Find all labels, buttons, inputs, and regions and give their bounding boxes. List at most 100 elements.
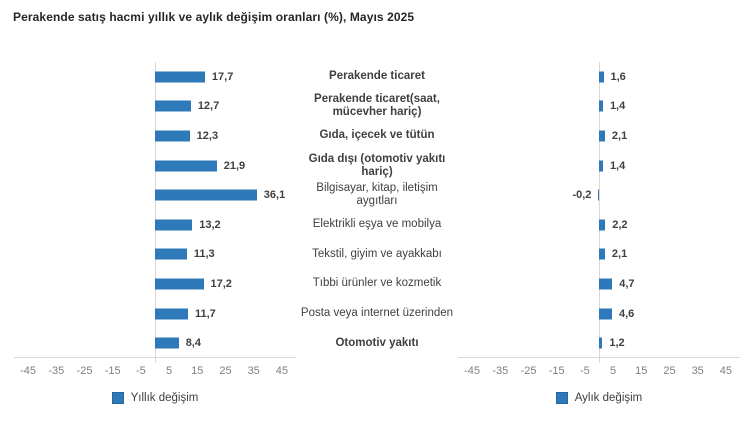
value-label: 1,4 — [609, 159, 626, 172]
annual-change-chart: 17,7 12,7 12,3 21,9 36,1 13,2 11,3 17,2 11,7 8,4 … — [14, 62, 296, 404]
bar — [155, 71, 205, 83]
category-label: Perakende ticaret(saat, mücevher hariç) — [314, 93, 440, 119]
value-label: 2,1 — [611, 248, 628, 261]
bar-row: -0,2 — [458, 180, 740, 210]
bar — [155, 189, 257, 201]
bar-row: 1,2 — [458, 328, 740, 358]
bar-row: 2,1 — [458, 121, 740, 151]
bar — [599, 130, 605, 142]
value-label: 17,2 — [210, 277, 232, 290]
value-label: 11,7 — [194, 307, 216, 320]
bar — [155, 219, 193, 231]
category-label: Perakende ticaret — [329, 70, 425, 83]
bar — [155, 278, 204, 290]
bar-row: 17,7 — [14, 62, 296, 92]
value-label: 2,1 — [611, 129, 628, 142]
x-tick-label: 5 — [166, 365, 173, 377]
x-tick-label: -35 — [492, 365, 509, 377]
chart-title: Perakende satış hacmi yıllık ve aylık de… — [13, 10, 415, 24]
bar — [155, 248, 187, 260]
value-label: 1,4 — [609, 100, 626, 113]
bar-row: 13,2 — [14, 210, 296, 240]
x-tick-label: 5 — [610, 365, 617, 377]
x-tick-label: -15 — [548, 365, 565, 377]
annual-legend: Yıllık değişim — [14, 392, 296, 404]
bar — [599, 71, 604, 83]
annual-plot-area: 17,7 12,7 12,3 21,9 36,1 13,2 11,3 17,2 11,7 8,4 — [14, 62, 296, 363]
category-label: Gıda, içecek ve tütün — [319, 129, 435, 142]
bar-row: 12,7 — [14, 92, 296, 122]
category-label: Tekstil, giyim ve ayakkabı — [312, 247, 442, 260]
value-label: 1,2 — [609, 337, 625, 350]
zero-gridline — [599, 62, 600, 363]
category-label: Gıda dışı (otomotiv yakıtı hariç) — [308, 152, 446, 178]
x-axis-line — [458, 357, 740, 358]
monthly-legend-swatch-icon — [555, 392, 568, 404]
bar-row: 11,3 — [14, 240, 296, 270]
value-label: 12,3 — [196, 129, 219, 142]
monthly-change-chart: 1,6 1,4 2,1 1,4 -0,2 2,2 2,1 4,7 4,6 1,2 -45 -35 -2… — [458, 62, 740, 404]
bar — [599, 248, 605, 260]
monthly-legend: Aylık değişim — [458, 392, 740, 404]
x-tick-label: -5 — [136, 365, 146, 377]
bar — [155, 308, 188, 320]
bar-row: 12,3 — [14, 121, 296, 151]
bar — [599, 219, 606, 231]
x-tick-label: 15 — [191, 365, 204, 377]
value-label: 21,9 — [223, 159, 246, 172]
value-label: 8,4 — [185, 337, 201, 350]
category-label: Elektrikli eşya ve mobilya — [312, 218, 442, 231]
bar-row: 21,9 — [14, 151, 296, 181]
bar-row: 17,2 — [14, 269, 296, 299]
x-axis-line — [14, 357, 296, 358]
x-tick-label: -45 — [464, 365, 481, 377]
value-label: 13,2 — [199, 218, 221, 231]
x-tick-label: 25 — [663, 365, 676, 377]
bar-row: 2,1 — [458, 240, 740, 270]
category-label: Bilgisayar, kitap, iletişim aygıtları — [316, 182, 438, 208]
charts-row: 17,7 12,7 12,3 21,9 36,1 13,2 11,3 17,2 11,7 8,4 … — [14, 62, 740, 404]
bar — [599, 278, 613, 290]
bar-row: 4,6 — [458, 299, 740, 329]
value-label: -0,2 — [572, 189, 592, 202]
monthly-plot-area: 1,6 1,4 2,1 1,4 -0,2 2,2 2,1 4,7 4,6 1,2 — [458, 62, 740, 363]
category-label: Otomotiv yakıtı — [335, 336, 419, 349]
value-label: 2,2 — [612, 218, 628, 231]
bar — [155, 130, 190, 142]
x-tick-label: 15 — [635, 365, 648, 377]
value-label: 1,6 — [610, 70, 626, 83]
x-tick-label: -5 — [580, 365, 590, 377]
bar — [599, 308, 612, 320]
annual-legend-swatch-icon — [111, 392, 124, 404]
bar — [155, 337, 179, 349]
value-label: 36,1 — [263, 189, 286, 202]
value-label: 11,3 — [193, 248, 215, 261]
bar-row: 4,7 — [458, 269, 740, 299]
category-labels-column: Perakende ticaret Perakende ticaret(saat,… — [296, 62, 458, 358]
monthly-x-axis: -45 -35 -25 -15 -5 5 15 25 35 45 — [458, 358, 740, 380]
x-tick-label: -45 — [20, 365, 37, 377]
bar-row: 1,6 — [458, 62, 740, 92]
annual-x-axis: -45 -35 -25 -15 -5 5 15 25 35 45 — [14, 358, 296, 380]
x-tick-label: 25 — [219, 365, 232, 377]
x-tick-label: 45 — [275, 365, 289, 377]
bar — [598, 189, 599, 201]
x-tick-label: -25 — [76, 365, 93, 377]
category-label: Tıbbi ürünler ve kozmetik — [312, 277, 442, 290]
value-label: 17,7 — [211, 70, 234, 83]
annual-legend-label: Yıllık değişim — [130, 392, 199, 404]
bar — [155, 100, 191, 112]
x-tick-label: 35 — [247, 365, 260, 377]
value-label: 4,6 — [618, 307, 635, 320]
value-label: 12,7 — [197, 100, 220, 113]
bar-row: 11,7 — [14, 299, 296, 329]
bar-row: 1,4 — [458, 151, 740, 181]
bar — [599, 160, 603, 172]
monthly-legend-label: Aylık değişim — [574, 392, 643, 404]
bar-row: 1,4 — [458, 92, 740, 122]
x-tick-label: -25 — [520, 365, 537, 377]
zero-gridline — [155, 62, 156, 363]
bar — [599, 337, 603, 349]
x-tick-label: -35 — [48, 365, 65, 377]
